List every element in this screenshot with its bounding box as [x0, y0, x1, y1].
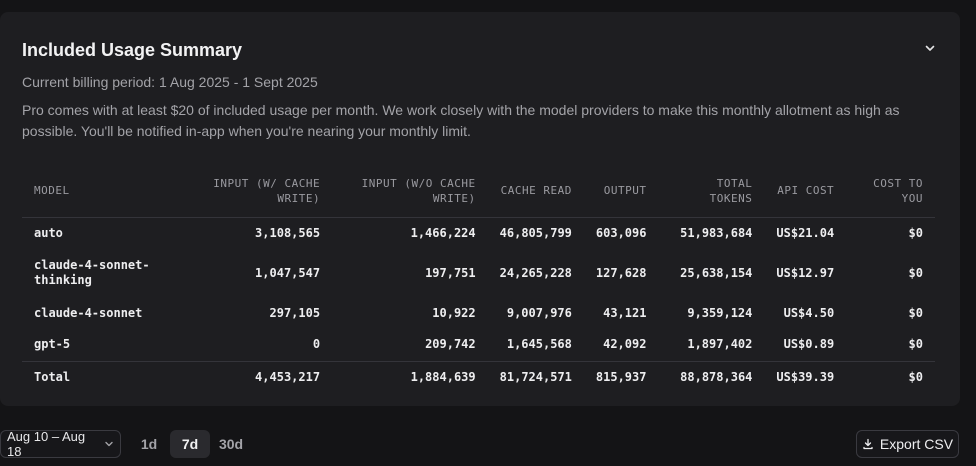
table-cell: US$12.97	[776, 265, 835, 280]
table-cell: 42,092	[603, 337, 647, 352]
total-cell: 81,724,571	[487, 360, 584, 393]
total-cell: 4,453,217	[167, 360, 333, 393]
range-1d-button[interactable]: 1d	[140, 436, 158, 452]
usage-summary-card: Included Usage Summary Current billing p…	[0, 12, 960, 406]
table-cell: 51,983,684	[680, 225, 753, 240]
table-cell: $0	[908, 305, 923, 320]
total-label: Total	[22, 360, 168, 393]
table-cell: 209,742	[425, 337, 476, 352]
column-header[interactable]: API COST	[764, 165, 847, 218]
column-header[interactable]: INPUT (W/O CACHE WRITE)	[332, 165, 488, 218]
card-title: Included Usage Summary	[22, 40, 243, 60]
range-30d-button[interactable]: 30d	[218, 436, 244, 452]
table-cell: 603,096	[595, 225, 647, 240]
column-header[interactable]: INPUT (W/ CACHE WRITE)	[167, 165, 333, 218]
total-cell: 1,884,639	[332, 360, 488, 393]
date-range-label: Aug 10 – Aug 18	[7, 429, 86, 459]
date-range-select[interactable]: Aug 10 – Aug 18	[0, 429, 121, 459]
table-cell: US$0.89	[783, 337, 835, 352]
billing-period: Current billing period: 1 Aug 2025 - 1 S…	[22, 74, 318, 90]
table-row: claude-4-sonnet-thinking 1,047,547 197,7…	[22, 249, 935, 297]
table-cell: 0	[312, 337, 321, 352]
table-cell: 24,265,228	[499, 265, 572, 280]
table-cell: US$4.50	[783, 305, 835, 320]
model-cell: claude-4-sonnet	[34, 305, 143, 320]
total-cell: 88,878,364	[658, 360, 765, 393]
table-row: auto 3,108,565 1,466,224 46,805,799 603,…	[22, 217, 935, 249]
table-cell: 46,805,799	[499, 225, 572, 240]
total-cell: US$39.39	[764, 360, 847, 393]
export-csv-button[interactable]: Export CSV	[856, 430, 959, 458]
table-cell: 10,922	[432, 305, 476, 320]
usage-footer: Aug 10 – Aug 18 1d 7d 30d Export CSV	[0, 428, 976, 460]
table-cell: 297,105	[269, 305, 321, 320]
usage-table: MODEL INPUT (W/ CACHE WRITE) INPUT (W/O …	[22, 165, 935, 393]
column-header[interactable]: TOTAL TOKENS	[658, 165, 765, 218]
chevron-down-icon	[104, 439, 114, 449]
table-cell: $0	[908, 337, 923, 352]
total-cell: $0	[846, 360, 935, 393]
table-cell: 1,047,547	[255, 265, 321, 280]
column-header[interactable]: MODEL	[22, 165, 168, 218]
table-cell: 43,121	[603, 305, 647, 320]
column-header[interactable]: CACHE READ	[487, 165, 584, 218]
table-cell: US$21.04	[776, 225, 835, 240]
table-cell: 25,638,154	[680, 265, 753, 280]
table-cell: 9,359,124	[687, 305, 753, 320]
table-cell: 1,897,402	[687, 337, 753, 352]
chevron-down-icon	[925, 45, 935, 51]
table-cell: 9,007,976	[506, 305, 572, 320]
table-cell: 197,751	[425, 265, 476, 280]
usage-description: Pro comes with at least $20 of included …	[22, 102, 900, 139]
model-cell: auto	[34, 225, 63, 240]
total-cell: 815,937	[583, 360, 659, 393]
table-header-row: MODEL INPUT (W/ CACHE WRITE) INPUT (W/O …	[22, 165, 935, 218]
table-row: claude-4-sonnet 297,105 10,922 9,007,976…	[22, 297, 935, 329]
table-cell: 1,466,224	[410, 225, 476, 240]
table-cell: 3,108,565	[255, 225, 321, 240]
model-cell: claude-4-sonnet-thinking	[34, 258, 150, 287]
model-cell: gpt-5	[34, 337, 71, 352]
export-label: Export CSV	[879, 436, 954, 452]
total-row: Total 4,453,217 1,884,639 81,724,571 815…	[22, 360, 935, 393]
table-cell: 1,645,568	[506, 337, 572, 352]
column-header[interactable]: OUTPUT	[583, 165, 659, 218]
table-cell: 127,628	[595, 265, 647, 280]
collapse-button[interactable]	[922, 40, 938, 56]
table-cell: $0	[908, 225, 923, 240]
column-header[interactable]: COST TO YOU	[846, 165, 935, 218]
download-icon	[863, 438, 873, 450]
range-7d-button[interactable]: 7d	[170, 430, 210, 458]
table-cell: $0	[908, 265, 923, 280]
table-row: gpt-5 0 209,742 1,645,568 42,092 1,897,4…	[22, 329, 935, 361]
